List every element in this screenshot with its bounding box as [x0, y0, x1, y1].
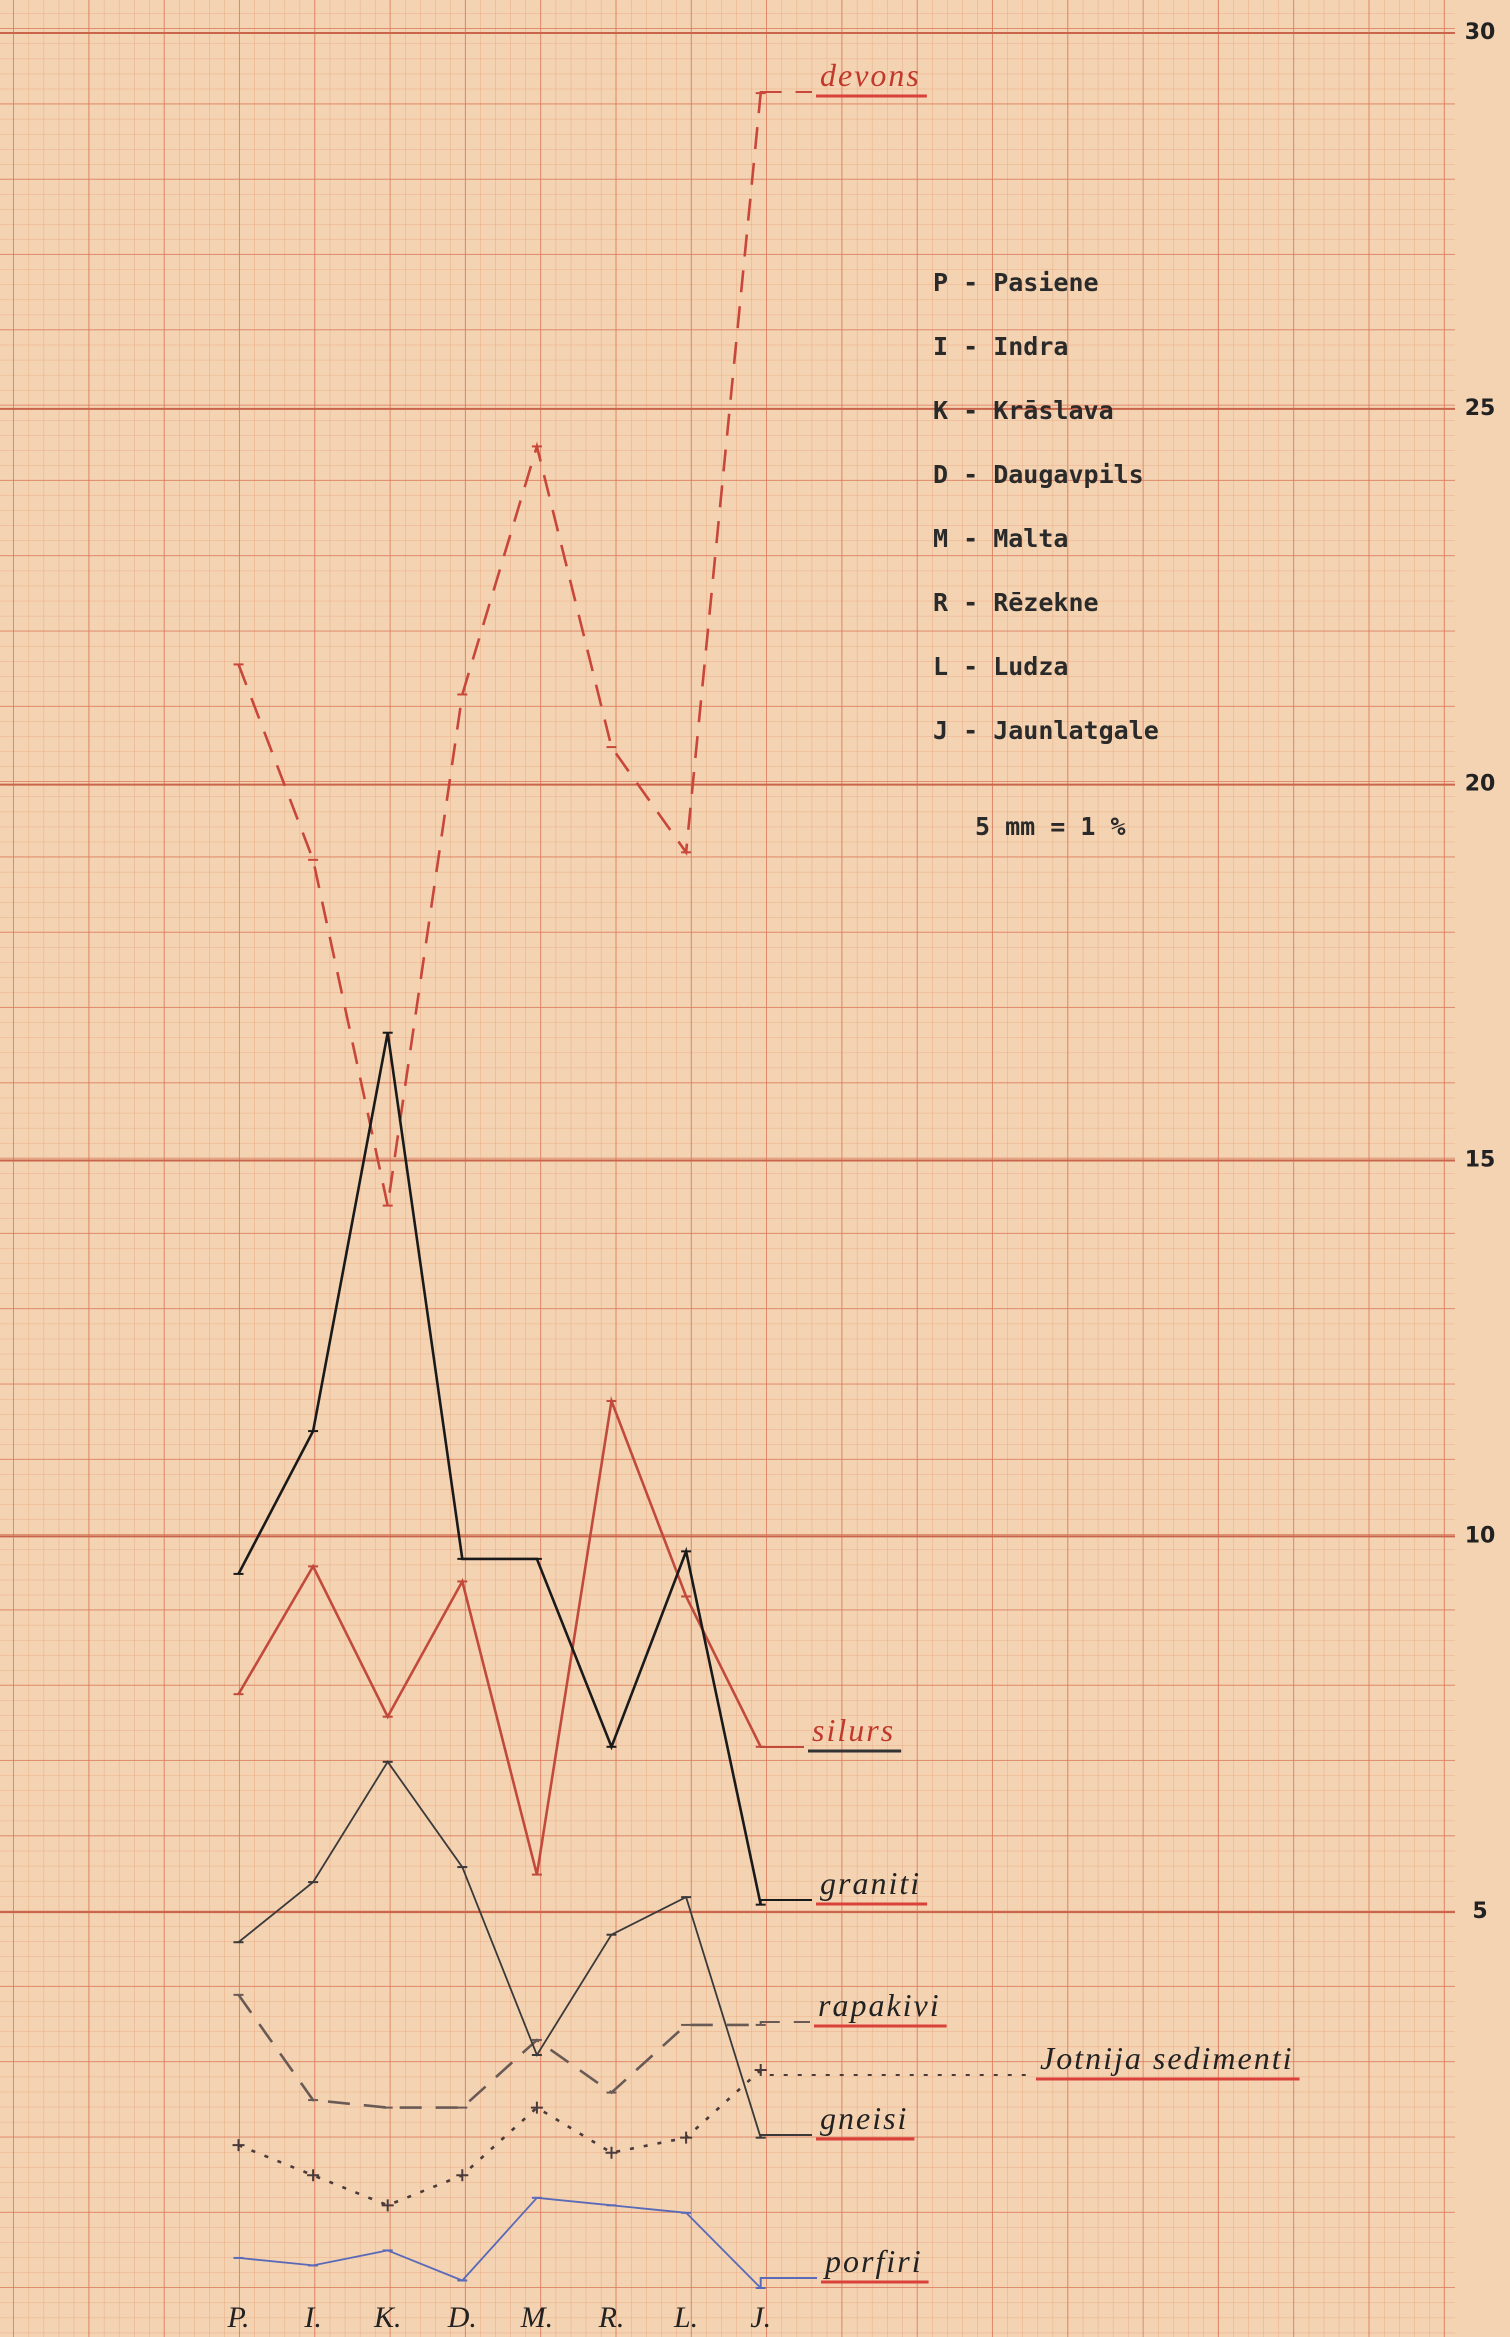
- x-tick-label: L.: [673, 2301, 698, 2334]
- series-label: rapakivi: [818, 1987, 941, 2023]
- series-label: gneisi: [820, 2100, 908, 2136]
- graph-paper-major: [0, 0, 1455, 2337]
- x-tick-label: R.: [598, 2301, 625, 2334]
- chart: 5 10 15 20 25 30 P. I. K. D. M. R. L. J. P - Pasiene I …: [0, 0, 1510, 2337]
- x-tick-label: P.: [227, 2301, 250, 2334]
- series-label: graniti: [820, 1865, 921, 1901]
- x-tick-label: I.: [303, 2301, 322, 2334]
- series-label: Jotnija sedimenti: [1040, 2040, 1294, 2076]
- x-tick-label: D.: [447, 2301, 477, 2334]
- y-tick-label: 30: [1465, 20, 1496, 45]
- y-tick-label: 25: [1465, 396, 1496, 421]
- key-entry: J - Jaunlatgale: [933, 716, 1159, 745]
- key-entry: M - Malta: [933, 524, 1068, 553]
- y-tick-label: 5: [1472, 1899, 1487, 1924]
- series-label: porfiri: [823, 2243, 923, 2279]
- key-entry: I - Indra: [933, 332, 1068, 361]
- key-entry: P - Pasiene: [933, 268, 1099, 297]
- key-entry: L - Ludza: [933, 652, 1068, 681]
- y-tick-label: 10: [1465, 1523, 1496, 1548]
- x-tick-label: M.: [520, 2301, 554, 2334]
- series-label: silurs: [812, 1712, 895, 1748]
- x-tick-label: K.: [373, 2301, 402, 2334]
- y-tick-label: 20: [1465, 772, 1496, 797]
- y-tick-label: 15: [1465, 1148, 1496, 1173]
- scale-note: 5 mm = 1 %: [975, 812, 1126, 841]
- series-label: devons: [820, 57, 921, 93]
- key-entry: D - Daugavpils: [933, 460, 1144, 489]
- x-tick-label: J.: [750, 2301, 771, 2334]
- key-entry: K - Krāslava: [933, 396, 1114, 425]
- key-entry: R - Rēzekne: [933, 588, 1099, 617]
